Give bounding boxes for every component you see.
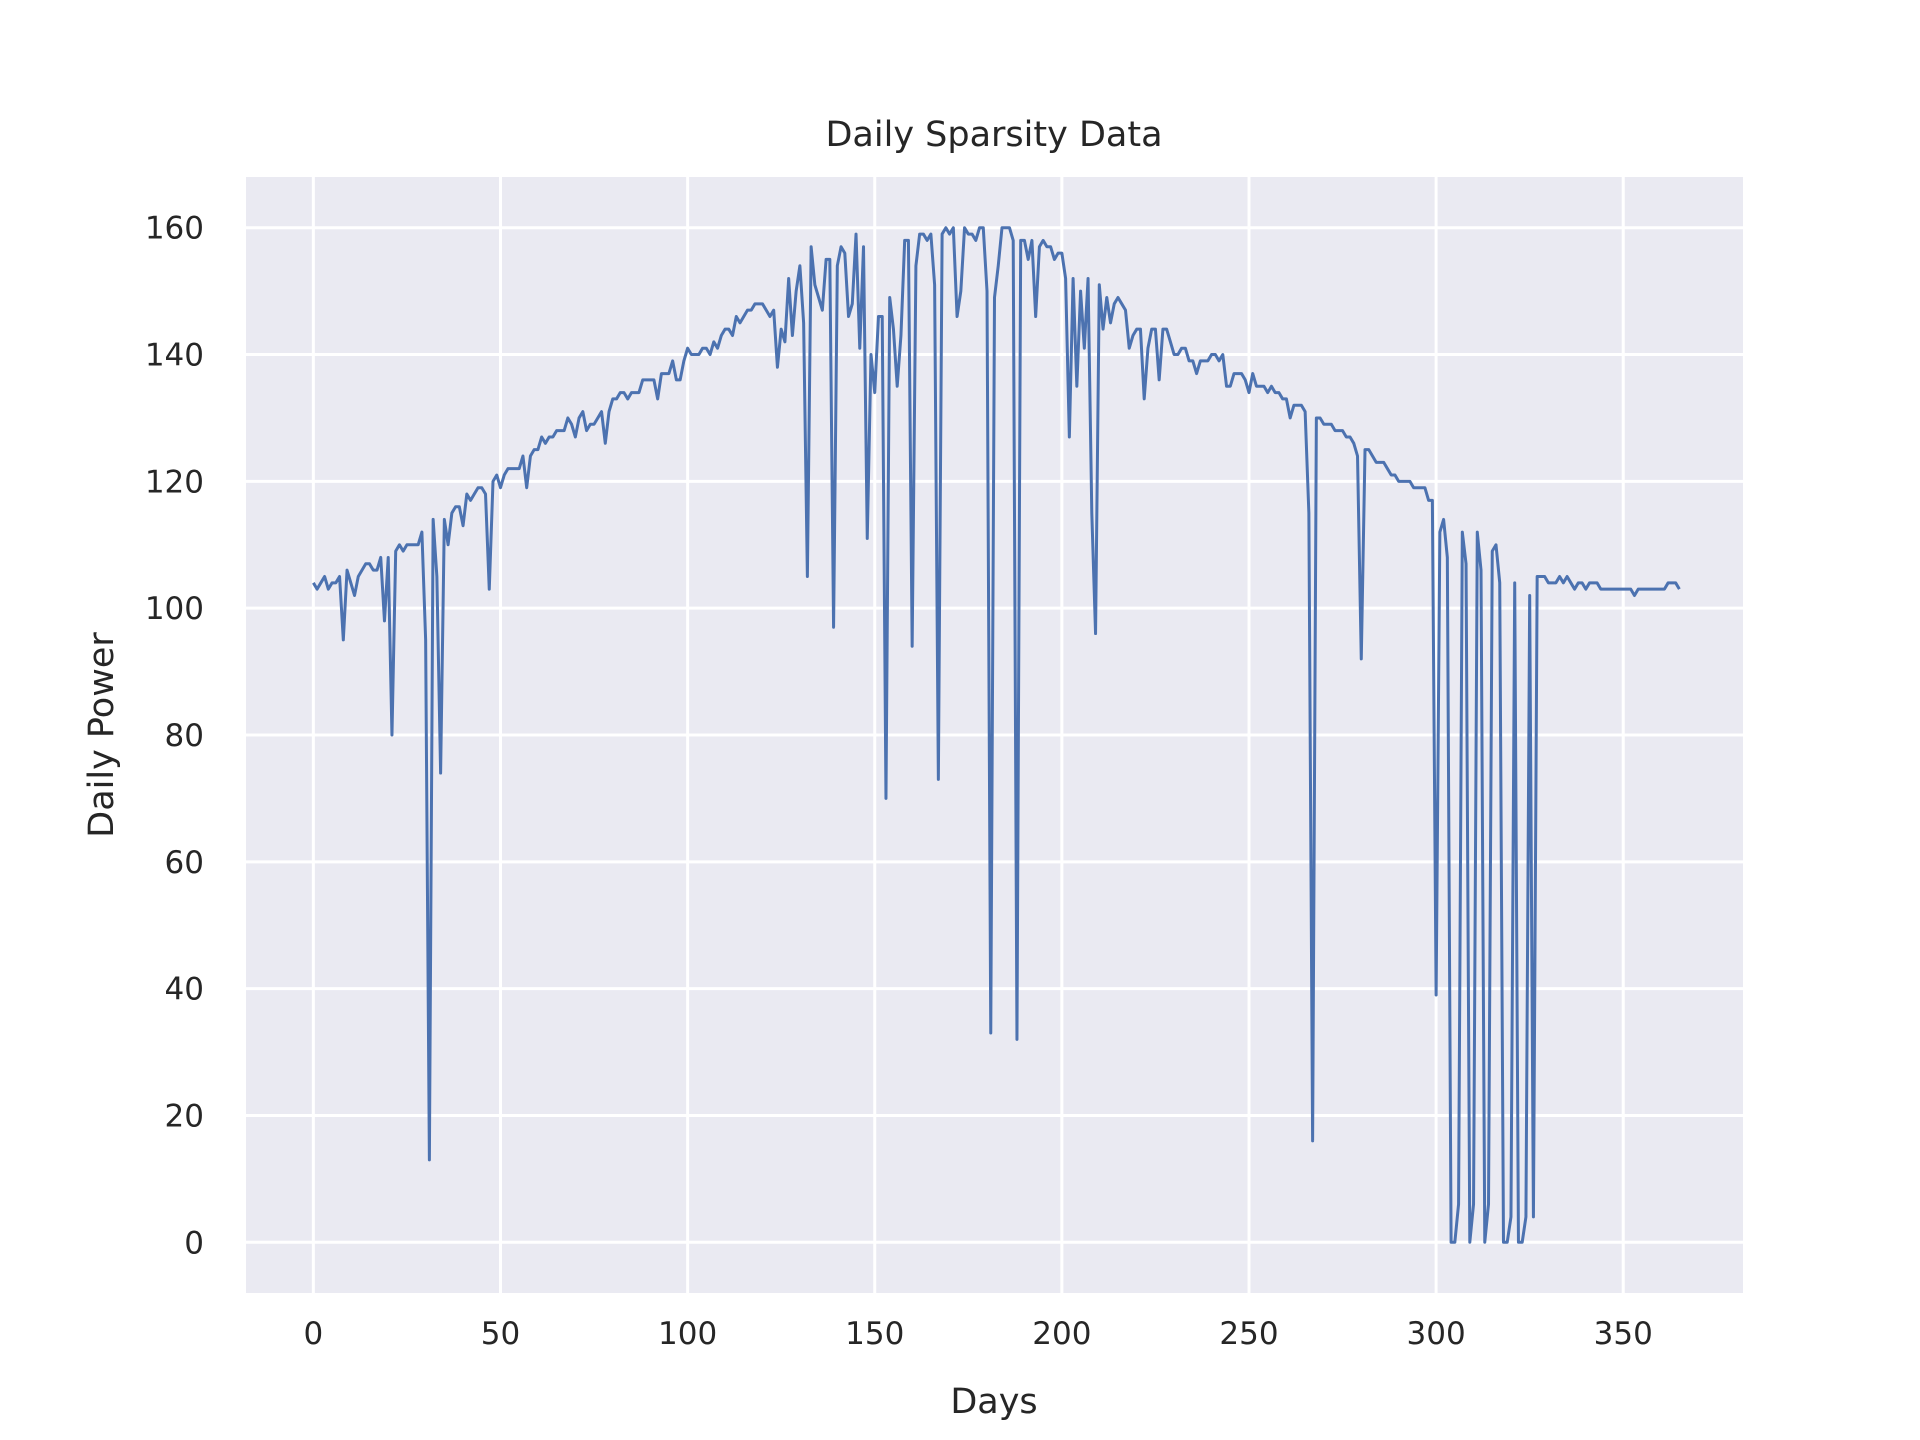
y-tick-label: 40 <box>165 972 204 1008</box>
x-tick-label: 250 <box>1219 1316 1278 1352</box>
y-tick-label: 0 <box>184 1225 204 1261</box>
series-line <box>312 226 1681 1244</box>
y-axis-ticks: 0 20 40 60 80 100 120 140 160 <box>145 211 204 1262</box>
x-tick-label: 150 <box>845 1316 904 1352</box>
x-tick-label: 50 <box>481 1316 520 1352</box>
x-axis-label: Days <box>950 1382 1037 1422</box>
y-tick-label: 160 <box>145 211 204 247</box>
y-tick-label: 80 <box>165 718 204 754</box>
chart-title: Daily Sparsity Data <box>825 115 1162 155</box>
x-tick-label: 0 <box>303 1316 323 1352</box>
y-tick-label: 20 <box>165 1098 204 1134</box>
x-tick-label: 350 <box>1594 1316 1653 1352</box>
y-tick-label: 100 <box>145 591 204 627</box>
x-tick-label: 100 <box>658 1316 717 1352</box>
y-axis-label: Daily Power <box>82 632 122 838</box>
series-layer <box>312 226 1681 1244</box>
x-axis-ticks: 0 50 100 150 200 250 300 350 <box>303 1316 1652 1352</box>
x-tick-label: 300 <box>1407 1316 1466 1352</box>
y-tick-label: 60 <box>165 845 204 881</box>
x-tick-label: 200 <box>1032 1316 1091 1352</box>
y-tick-label: 140 <box>145 338 204 374</box>
y-tick-label: 120 <box>145 464 204 500</box>
